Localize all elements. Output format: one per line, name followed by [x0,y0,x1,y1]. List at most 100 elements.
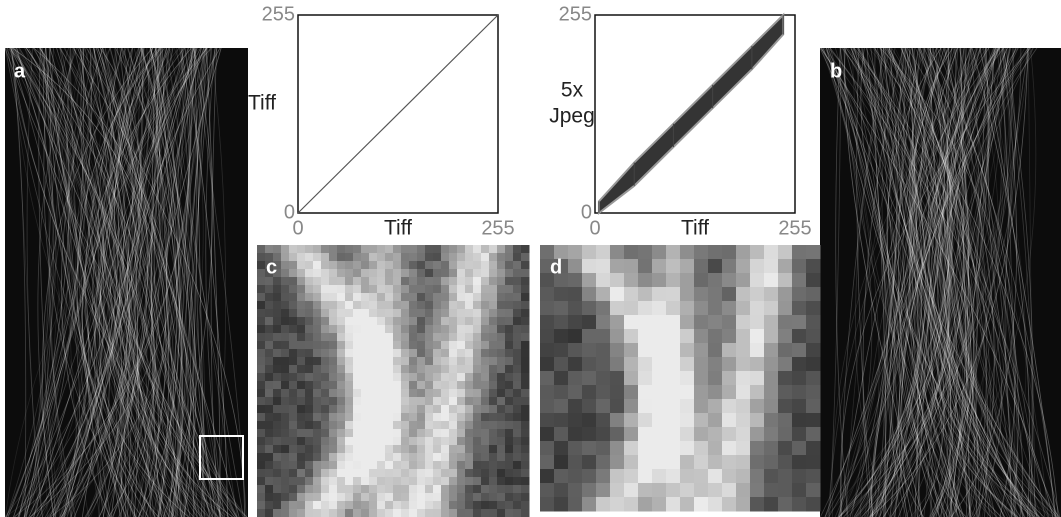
pixel [369,421,378,430]
fiber [930,47,1017,517]
pixel [473,501,482,510]
pixel [361,349,370,358]
pixel [568,343,583,358]
pixel [393,261,402,270]
pixel [441,333,450,342]
pixel [409,349,418,358]
pixel [582,315,597,330]
fiber [151,47,162,517]
pixel [652,427,667,442]
pixel [505,381,514,390]
fiber [902,47,1011,517]
pixel [750,483,765,498]
pixel [489,469,498,478]
pixel [596,497,611,512]
fiber [45,47,159,517]
pixel [329,485,338,494]
pixel [708,287,723,302]
pixel [489,405,498,414]
pixel [433,341,442,350]
pixel [433,429,442,438]
pixel [265,453,274,462]
pixel [289,493,298,502]
pixel [722,245,737,260]
pixel [329,469,338,478]
pixel [489,477,498,486]
pixel [433,309,442,318]
pixel [369,293,378,302]
pixel [806,469,821,484]
pixel [465,357,474,366]
pixel [377,253,386,262]
pixel [596,329,611,344]
pixel [321,453,330,462]
pixel [596,273,611,288]
pixel [281,309,290,318]
pixel [489,277,498,286]
pixel [806,427,821,442]
pixel [433,245,442,254]
pixel [513,285,522,294]
pixel [281,461,290,470]
fiber [113,47,219,517]
pixel [361,293,370,302]
fiber [24,47,151,517]
pixel [289,429,298,438]
pixel [554,455,569,470]
pixel [610,385,625,400]
pixel [297,285,306,294]
pixel [449,245,458,254]
pixel [281,421,290,430]
pixel [473,421,482,430]
pixel [473,341,482,350]
pixel [764,301,779,316]
pixel [505,485,514,494]
pixel [638,329,653,344]
pixel [265,269,274,278]
fiber [902,47,954,517]
pixel [385,461,394,470]
fiber [89,47,155,517]
pixel [489,373,498,382]
pixel [497,413,506,422]
fiber [92,47,230,517]
fiber [845,47,926,517]
pixel [361,357,370,366]
pixel [273,373,282,382]
pixel [694,287,709,302]
pixel [481,477,490,486]
fiber [126,47,205,517]
pixel [361,261,370,270]
pixel [465,437,474,446]
pixel [417,365,426,374]
pixel [289,453,298,462]
pixel [568,385,583,400]
pixel [433,405,442,414]
pixel [385,501,394,510]
pixel [417,261,426,270]
pixel [449,461,458,470]
pixel [353,469,362,478]
pixel [750,329,765,344]
pixel [273,301,282,310]
pixel [329,461,338,470]
pixel [449,261,458,270]
pixel [385,429,394,438]
pixel [385,269,394,278]
fiber [110,47,238,517]
pixel [369,485,378,494]
pixel [694,343,709,358]
fiber [168,47,193,517]
pixel [345,397,354,406]
pixel [417,477,426,486]
pixel [764,455,779,470]
fiber [56,47,166,517]
fiber [119,47,138,517]
pixel [353,381,362,390]
pixel [393,381,402,390]
fiber [32,47,83,517]
pixel [638,301,653,316]
pixel [337,429,346,438]
pixel [321,253,330,262]
pixel [489,485,498,494]
